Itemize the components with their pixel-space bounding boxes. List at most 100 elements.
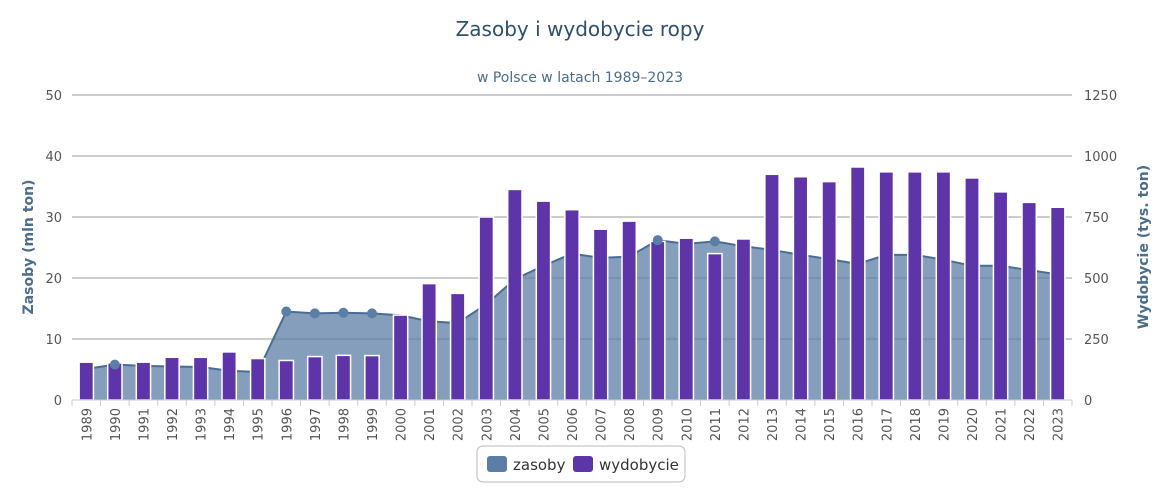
x-tick-label: 1991 — [137, 408, 152, 441]
left-tick-label: 30 — [45, 211, 62, 226]
bar-wydobycie-2008 — [621, 220, 638, 401]
x-tick-label: 2010 — [680, 408, 695, 441]
bar-wydobycie-2017 — [878, 171, 895, 401]
bar-wydobycie-2022 — [1021, 201, 1038, 401]
marker-zasoby-1997 — [309, 308, 320, 319]
x-tick-label: 2000 — [395, 408, 410, 441]
x-tick-label: 2017 — [880, 408, 895, 441]
bar-wydobycie-2019 — [935, 171, 952, 401]
bar-wydobycie-2007 — [592, 228, 609, 401]
x-tick-label: 1998 — [337, 408, 352, 441]
x-tick-label: 2014 — [795, 408, 810, 441]
bar-series-wydobycie — [78, 166, 1066, 401]
marker-zasoby-2009 — [652, 235, 663, 246]
bar-wydobycie-2011 — [706, 252, 723, 401]
x-tick-label: 2001 — [423, 408, 438, 441]
x-tick-label: 2006 — [566, 408, 581, 441]
legend[interactable]: zasoby wydobycie — [476, 445, 686, 483]
right-axis-ticks: 0 250 500 750 1000 1250 — [1084, 89, 1117, 409]
left-tick-label: 10 — [45, 333, 62, 348]
x-tick-label: 2021 — [995, 408, 1010, 441]
marker-zasoby-1990 — [109, 359, 120, 370]
marker-zasoby-2011 — [709, 236, 720, 247]
x-tick-label: 1992 — [166, 408, 181, 441]
x-tick-label: 2005 — [537, 408, 552, 441]
right-tick-label: 250 — [1084, 333, 1109, 348]
chart-title: Zasoby i wydobycie ropy — [456, 17, 705, 41]
right-tick-label: 750 — [1084, 211, 1109, 226]
x-tick-label: 2015 — [823, 408, 838, 441]
x-tick-label: 2002 — [452, 408, 467, 441]
x-tick-label: 2012 — [737, 408, 752, 441]
x-tick-label: 1999 — [366, 408, 381, 441]
bar-wydobycie-2015 — [821, 180, 838, 401]
bar-wydobycie-1996 — [278, 359, 295, 401]
bar-wydobycie-2006 — [564, 208, 580, 401]
left-axis-ticks: 0 10 20 30 40 50 — [45, 89, 62, 409]
x-tick-label: 2023 — [1052, 408, 1067, 441]
x-tick-label: 1993 — [195, 408, 210, 441]
x-tick-label: 2013 — [766, 408, 781, 441]
right-tick-label: 0 — [1084, 394, 1092, 409]
marker-zasoby-1996 — [281, 306, 292, 317]
right-tick-label: 500 — [1084, 272, 1109, 287]
x-tick-label: 2016 — [852, 408, 867, 441]
bar-wydobycie-2023 — [1049, 206, 1066, 401]
x-tick-label: 1997 — [309, 408, 324, 441]
bar-wydobycie-2016 — [849, 166, 866, 401]
x-tick-label: 2019 — [937, 408, 952, 441]
bar-wydobycie-2018 — [906, 171, 923, 401]
left-axis-title: Zasoby (mln ton) — [21, 180, 37, 315]
x-axis-ticks: 1989 1990 1991 1992 1993 1994 1995 1996 1997 1998… — [71, 399, 1073, 441]
bar-wydobycie-1999 — [364, 354, 380, 401]
x-tick-label: 1995 — [252, 408, 267, 441]
bar-wydobycie-2012 — [735, 238, 752, 401]
bar-wydobycie-2001 — [421, 282, 438, 401]
bar-wydobycie-2004 — [506, 188, 523, 401]
legend-label-zasoby[interactable]: zasoby — [513, 456, 566, 474]
x-tick-label: 2020 — [966, 408, 981, 441]
right-tick-label: 1250 — [1084, 89, 1117, 104]
bar-wydobycie-2002 — [449, 292, 466, 401]
right-axis-title: Wydobycie (tys. ton) — [1136, 165, 1152, 329]
x-tick-label: 2011 — [709, 408, 724, 441]
bar-wydobycie-1993 — [192, 356, 209, 401]
left-tick-label: 50 — [45, 89, 62, 104]
x-tick-label: 2003 — [480, 408, 495, 441]
right-tick-label: 1000 — [1084, 150, 1117, 165]
bar-wydobycie-1991 — [135, 361, 152, 401]
bar-wydobycie-2010 — [678, 237, 695, 401]
bar-wydobycie-1989 — [78, 361, 95, 401]
bar-wydobycie-2009 — [649, 240, 666, 401]
bar-wydobycie-2014 — [792, 175, 809, 401]
left-tick-label: 0 — [54, 394, 62, 409]
bar-wydobycie-2021 — [992, 191, 1009, 401]
x-tick-label: 2009 — [652, 408, 667, 441]
bar-wydobycie-1997 — [306, 355, 323, 401]
marker-zasoby-1998 — [338, 307, 349, 318]
left-tick-label: 40 — [45, 150, 62, 165]
left-tick-label: 20 — [45, 272, 62, 287]
x-tick-label: 2004 — [509, 408, 524, 441]
legend-label-wydobycie[interactable]: wydobycie — [599, 456, 679, 474]
bar-wydobycie-1992 — [164, 356, 180, 401]
marker-zasoby-1999 — [367, 308, 377, 319]
bar-wydobycie-2000 — [392, 314, 409, 401]
x-tick-label: 2022 — [1023, 408, 1038, 441]
x-tick-label: 2018 — [909, 408, 924, 441]
x-tick-label: 2008 — [623, 408, 638, 441]
bar-wydobycie-1995 — [249, 357, 266, 401]
x-tick-label: 1989 — [80, 408, 95, 441]
bar-wydobycie-2020 — [964, 177, 980, 401]
zasoby-markers — [109, 235, 720, 370]
bar-wydobycie-2005 — [535, 200, 552, 401]
bar-wydobycie-1998 — [335, 354, 352, 401]
x-tick-label: 2007 — [595, 408, 610, 441]
x-tick-label: 1990 — [109, 408, 124, 441]
x-tick-label: 1996 — [280, 408, 295, 441]
legend-swatch-wydobycie — [573, 456, 593, 472]
x-tick-label: 1994 — [223, 408, 238, 441]
legend-swatch-zasoby — [487, 456, 507, 472]
bar-wydobycie-1994 — [221, 351, 238, 401]
